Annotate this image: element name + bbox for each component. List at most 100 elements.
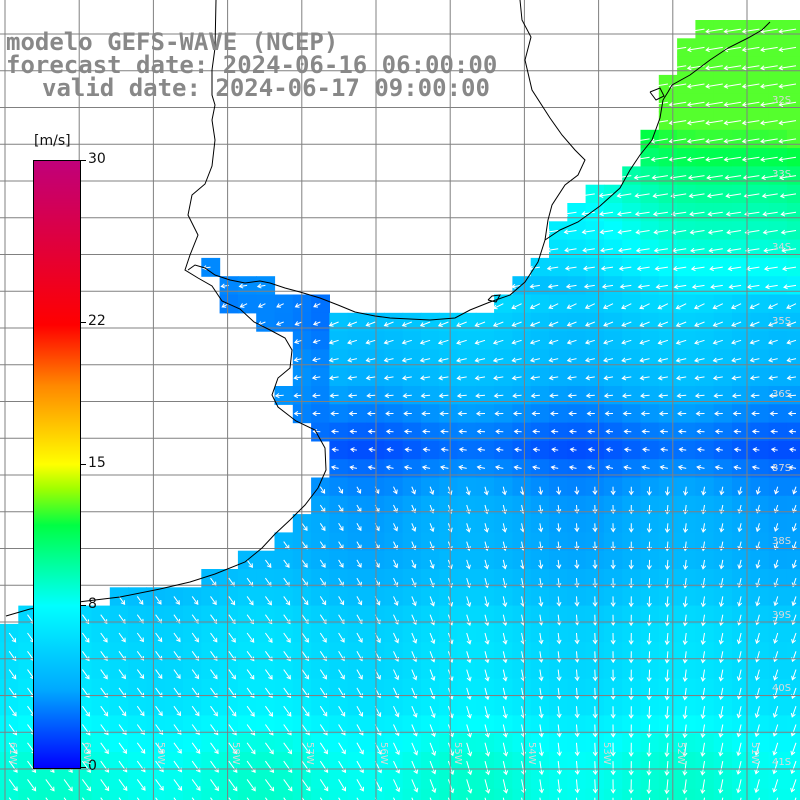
wind-arrow	[293, 393, 303, 399]
wind-arrow	[301, 632, 309, 643]
wind-cell	[585, 203, 605, 222]
wind-cell	[732, 276, 751, 296]
wind-arrow	[264, 705, 274, 717]
wind-arrow	[741, 138, 760, 144]
wind-cell	[786, 660, 800, 680]
wind-arrow	[530, 375, 540, 381]
wind-arrow	[621, 339, 632, 345]
wind-arrow	[582, 247, 595, 253]
wind-arrow	[502, 632, 508, 645]
wind-arrow	[338, 705, 346, 717]
wind-arrow	[792, 486, 798, 495]
wind-arrow	[659, 428, 668, 435]
wind-arrow	[411, 596, 417, 607]
wind-arrow	[712, 375, 723, 381]
wind-arrow	[610, 596, 616, 608]
wind-arrow	[246, 632, 255, 643]
wind-arrow	[736, 706, 742, 719]
wind-arrow	[118, 632, 126, 643]
wind-cell	[768, 367, 788, 387]
wind-cell	[695, 459, 715, 479]
wind-cell	[549, 312, 568, 332]
valid-date: valid date: 2024-06-17 09:00:00	[42, 74, 490, 102]
wind-arrow	[264, 779, 275, 792]
wind-arrow	[437, 339, 449, 345]
wind-arrow	[136, 742, 146, 754]
wind-arrow	[550, 465, 559, 471]
wind-arrow	[502, 669, 508, 682]
wind-cell	[786, 678, 800, 698]
wind-arrow	[587, 447, 595, 453]
wind-cell	[347, 422, 367, 442]
wind-arrow	[634, 211, 650, 217]
wind-cell	[713, 276, 733, 296]
wind-cell	[347, 440, 367, 460]
wind-arrow	[605, 447, 614, 453]
wind-arrow	[385, 429, 394, 435]
wind-arrow	[790, 742, 797, 756]
wind-arrow	[403, 465, 412, 471]
wind-cell	[402, 422, 422, 442]
colorbar-label: 8	[88, 596, 97, 613]
wind-arrow	[601, 283, 614, 290]
wind-arrow	[617, 229, 632, 235]
wind-cell	[732, 221, 751, 241]
wind-arrow	[556, 523, 562, 533]
wind-arrow	[723, 83, 742, 89]
wind-arrow	[411, 559, 417, 569]
wind-arrow	[683, 486, 689, 496]
wind-cell	[622, 312, 642, 332]
wind-cell	[622, 239, 642, 259]
wind-arrow	[330, 410, 339, 417]
wind-cell	[549, 404, 568, 424]
wind-cell	[366, 349, 385, 369]
wind-cell	[603, 203, 623, 222]
wind-arrow	[155, 705, 163, 717]
wind-arrow	[592, 523, 598, 533]
wind-arrow	[191, 669, 200, 680]
colorbar-label: 30	[88, 151, 106, 167]
wind-cell	[347, 367, 367, 387]
wind-cell	[732, 148, 751, 167]
wind-arrow	[477, 447, 486, 453]
colorbar-tick	[80, 160, 86, 161]
wind-cell	[786, 532, 800, 552]
wind-arrow	[538, 779, 544, 794]
wind-arrow	[592, 706, 598, 719]
wind-arrow	[456, 375, 467, 381]
wind-arrow	[155, 742, 164, 754]
wind-arrow	[791, 541, 797, 551]
wind-arrow	[27, 760, 37, 773]
wind-arrow	[668, 138, 687, 144]
colorbar-tick	[80, 321, 86, 323]
wind-cell	[274, 386, 294, 405]
wind-cell	[622, 294, 642, 314]
wind-arrow	[581, 211, 595, 217]
wind-arrow	[466, 687, 472, 700]
wind-arrow	[723, 28, 742, 34]
wind-arrow	[741, 28, 760, 34]
wind-cell	[713, 221, 733, 241]
wind-cell	[750, 203, 770, 222]
wind-cell	[384, 440, 404, 460]
wind-arrow	[585, 375, 595, 381]
wind-arrow	[545, 247, 559, 253]
wind-arrow	[616, 211, 632, 217]
wind-arrow	[502, 706, 508, 719]
wind-arrow	[429, 724, 436, 738]
wind-arrow	[602, 303, 614, 310]
wind-arrow	[750, 393, 760, 399]
wind-arrow	[714, 428, 723, 435]
wind-cell	[732, 203, 751, 222]
wind-cell	[457, 367, 477, 387]
wind-arrow	[731, 357, 742, 363]
wind-arrow	[556, 669, 562, 682]
wind-arrow	[755, 596, 761, 607]
wind-cell	[732, 440, 751, 460]
wind-arrow	[329, 393, 339, 399]
wind-cell	[311, 404, 330, 424]
wind-arrow	[736, 760, 742, 775]
wind-arrow	[283, 760, 293, 774]
wind-arrow	[621, 393, 632, 399]
wind-speed-field	[0, 20, 800, 800]
